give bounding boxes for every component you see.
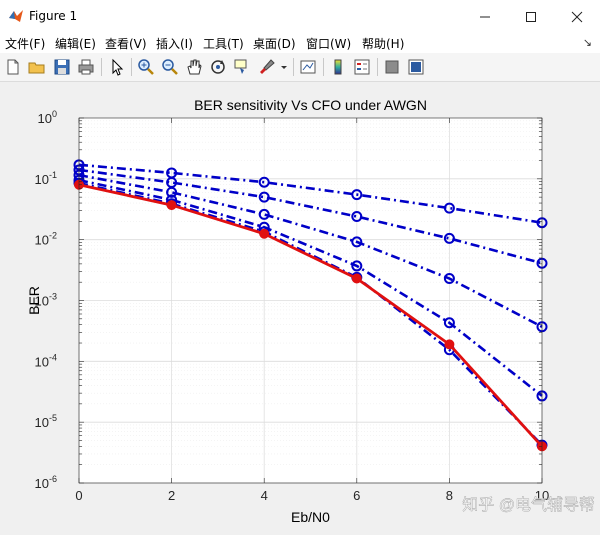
toolbar-separator (101, 58, 102, 76)
toolbar-separator (293, 58, 294, 76)
x-tick-label: 6 (353, 488, 360, 503)
y-tick-label: 10-5 (35, 413, 57, 430)
y-tick-label: 10-2 (35, 231, 57, 248)
series-line-blue (78, 163, 543, 224)
toolbar-separator (131, 58, 132, 76)
y-axis-label: BER (26, 286, 42, 315)
data-point-marker (258, 176, 270, 188)
arrow-icon[interactable]: ↘ (582, 36, 592, 49)
data-point-marker (258, 191, 270, 203)
menu-view[interactable]: 查看(V) (105, 37, 147, 51)
data-point-marker (351, 189, 363, 201)
data-point-marker (443, 272, 455, 284)
y-tick-label: 10-6 (35, 474, 57, 491)
toolbar-separator (377, 58, 378, 76)
menu-tools[interactable]: 工具(T) (203, 37, 244, 51)
figure-toolbar (0, 53, 600, 82)
menu-bar: 文件(F) 编辑(E) 查看(V) 插入(I) 工具(T) 桌面(D) 窗口(W… (0, 33, 600, 53)
rotate-icon[interactable] (208, 57, 228, 77)
minimize-icon (480, 16, 490, 17)
title-bar: Figure 1 (0, 0, 600, 33)
menu-file[interactable]: 文件(F) (5, 37, 46, 51)
x-tick-label: 4 (261, 488, 268, 503)
y-tick-label: 100 (38, 109, 57, 126)
data-point-marker (351, 273, 362, 284)
close-button[interactable] (554, 0, 600, 33)
minimize-button[interactable] (462, 0, 508, 33)
new-figure-icon[interactable] (3, 57, 23, 77)
zoom-out-icon[interactable] (160, 57, 180, 77)
window-title: Figure 1 (29, 9, 78, 23)
x-tick-label: 2 (168, 488, 175, 503)
data-point-marker (443, 202, 455, 214)
maximize-icon (526, 11, 536, 22)
chart-title: BER sensitivity Vs CFO under AWGN (194, 97, 427, 113)
x-tick-label: 8 (446, 488, 453, 503)
save-icon[interactable] (52, 57, 72, 77)
y-tick-label: 10-1 (35, 170, 57, 187)
menu-desktop[interactable]: 桌面(D) (253, 37, 296, 51)
figure-canvas: 0 2 4 6 8 10 100 10-1 10-2 10-3 10-4 10-5 10-6 BER s… (0, 82, 600, 531)
data-point-marker (166, 200, 177, 211)
zoom-in-icon[interactable] (136, 57, 156, 77)
series-line-blue (78, 173, 543, 328)
data-point-marker (351, 236, 363, 248)
data-point-marker (351, 211, 363, 223)
brush-dropdown-icon[interactable] (279, 57, 289, 77)
y-tick-label: 10-4 (35, 352, 57, 369)
data-point-marker (443, 232, 455, 244)
x-tick-label: 10 (535, 488, 549, 503)
menu-help[interactable]: 帮助(H) (362, 37, 405, 51)
series-line-blue (78, 168, 543, 265)
data-point-marker (166, 186, 178, 198)
link-plot-icon[interactable] (298, 57, 318, 77)
close-icon (571, 11, 583, 22)
watermark: 知乎 @电气辅导帮 (462, 496, 595, 514)
hide-plot-tools-icon[interactable] (382, 57, 402, 77)
brush-icon[interactable] (257, 57, 277, 77)
menu-insert[interactable]: 插入(I) (156, 37, 193, 51)
print-icon[interactable] (76, 57, 96, 77)
open-icon[interactable] (27, 57, 47, 77)
data-point-marker (444, 339, 455, 350)
matlab-icon (9, 10, 23, 22)
maximize-button[interactable] (508, 0, 554, 33)
toolbar-separator (323, 58, 324, 76)
series-line-red (78, 183, 544, 448)
menu-edit[interactable]: 编辑(E) (55, 37, 96, 51)
data-point-marker (351, 260, 363, 272)
data-point-marker (258, 208, 270, 220)
data-point-marker (259, 228, 270, 239)
menu-window[interactable]: 窗口(W) (306, 37, 352, 51)
colorbar-icon[interactable] (328, 57, 348, 77)
legend-icon[interactable] (352, 57, 372, 77)
pan-icon[interactable] (184, 57, 204, 77)
show-plot-tools-icon[interactable] (406, 57, 426, 77)
x-axis-label: Eb/N0 (291, 509, 330, 525)
edit-plot-icon[interactable] (107, 57, 127, 77)
data-point-marker (443, 317, 455, 329)
x-tick-label: 0 (75, 488, 82, 503)
series-line-blue (78, 178, 543, 397)
data-cursor-icon[interactable] (232, 57, 252, 77)
